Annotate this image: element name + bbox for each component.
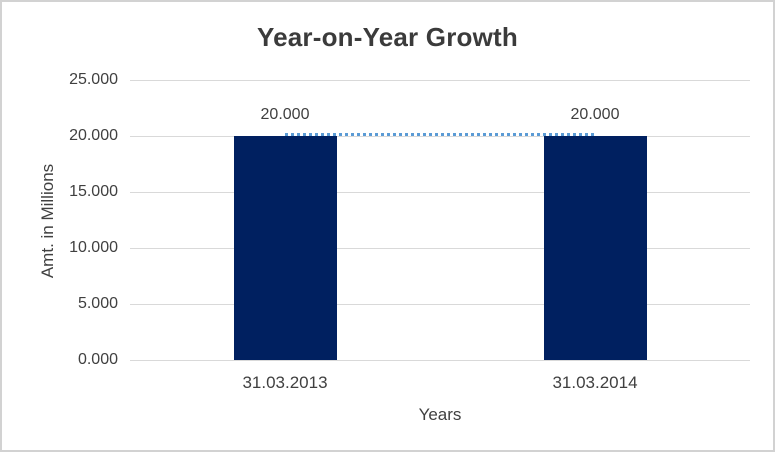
gridline (130, 360, 750, 361)
y-tick-label: 0.000 (77, 351, 118, 368)
x-tick-label: 31.03.2013 (242, 373, 328, 392)
gridline (130, 136, 750, 137)
x-tick-label: 31.03.2014 (552, 373, 638, 392)
chart-title: Year-on-Year Growth (257, 22, 518, 52)
y-tick-label: 5.000 (77, 295, 118, 312)
bar-value-label: 20.000 (260, 106, 310, 123)
gridline (130, 248, 750, 249)
gridline (130, 192, 750, 193)
y-tick-label: 15.000 (69, 183, 118, 200)
trend-dotted-line (285, 133, 595, 136)
y-tick-label: 20.000 (69, 127, 118, 144)
bar (233, 136, 337, 360)
y-tick-label: 10.000 (69, 239, 118, 256)
gridline (130, 304, 750, 305)
y-axis-tick-labels: 25.000 20.000 15.000 10.000 5.000 0.000 (2, 2, 118, 450)
y-tick-label: 25.000 (69, 71, 118, 88)
plot-area (130, 80, 750, 361)
x-axis-title: Years (418, 405, 462, 424)
bar-value-label: 20.000 (570, 106, 620, 123)
gridline (130, 80, 750, 81)
bar (543, 136, 647, 360)
